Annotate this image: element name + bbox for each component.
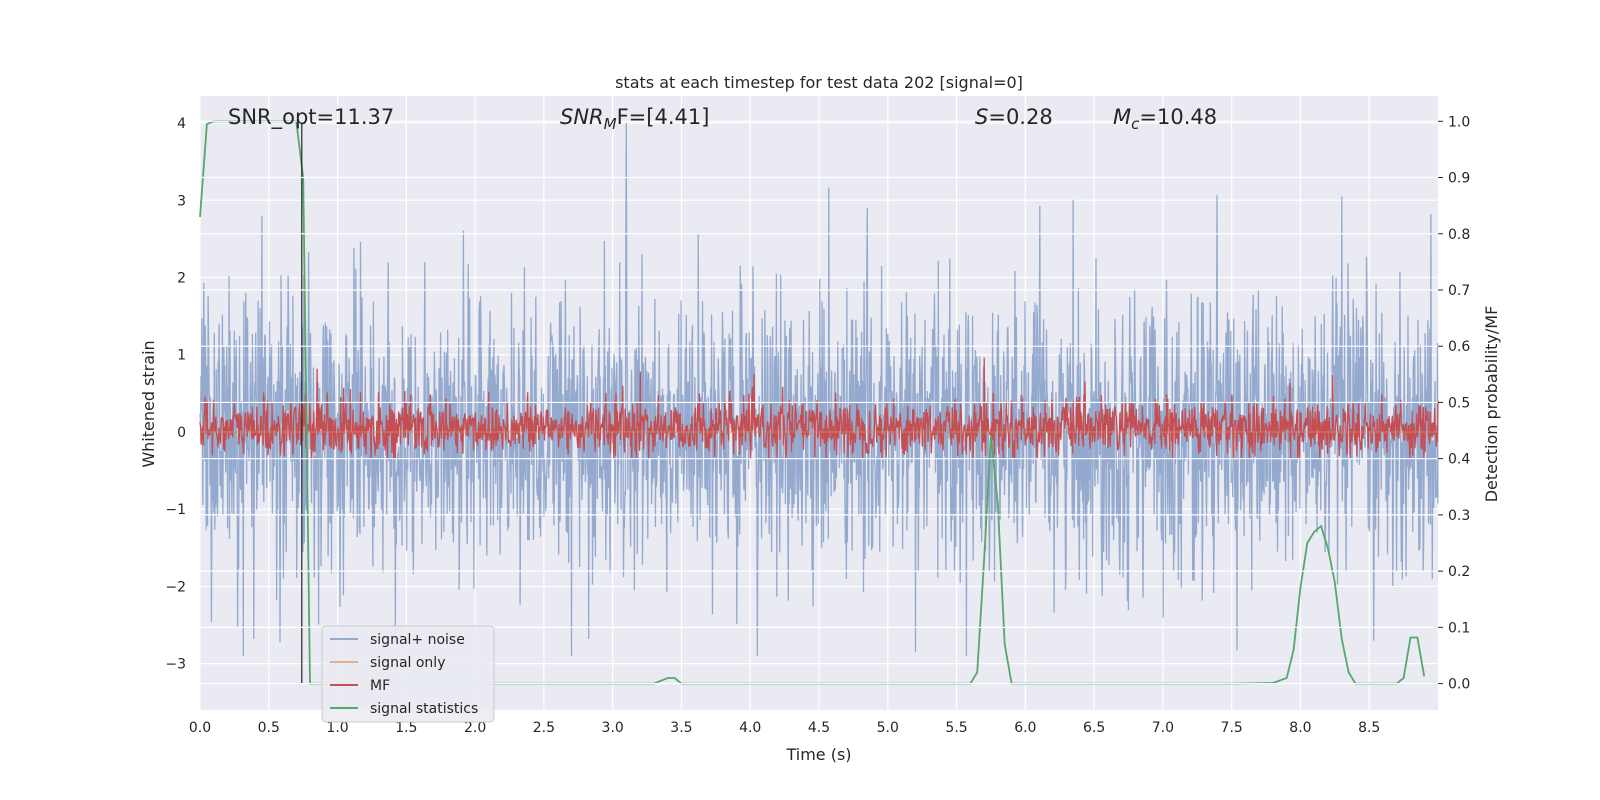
y-tick-label: 2 [177,270,186,286]
annotation-mc-symbol: M [1113,105,1131,129]
y-right-tick-label: 0.4 [1448,452,1470,468]
x-tick-labels: 0.0 0.5 1.0 1.5 2.0 2.5 3.0 3.5 4.0 4.5 5.0 5.5 6.0 6… [189,720,1380,736]
x-tick-label: 7.0 [1152,720,1174,736]
x-tick-label: 6.0 [1014,720,1036,736]
y-right-tick-label: 0.9 [1448,171,1470,187]
y-right-tick-label: 0.8 [1448,227,1470,243]
legend-label-signal-statistics: signal statistics [370,701,478,717]
y-right-tick-label: 0.2 [1448,564,1470,580]
x-tick-label: 8.0 [1289,720,1311,736]
y-tick-label: −2 [165,579,186,595]
x-tick-label: 3.5 [670,720,692,736]
annotation-s-value: =0.28 [988,105,1052,129]
y-right-tick-label: 0.3 [1448,508,1470,524]
y-tick-label: 4 [177,116,186,132]
signal-noise-line [199,122,1439,656]
x-tick-label: 8.5 [1358,720,1380,736]
annotation-s-symbol: S [975,105,988,129]
annotation-snr-mf-symbol: SNR [560,105,604,129]
legend-box [321,625,495,723]
y-tick-label: −1 [165,502,186,518]
mf-series [199,357,1439,459]
y-right-tick-label: 1.0 [1448,114,1470,130]
chart-title: stats at each timestep for test data 202… [615,73,1023,92]
legend-label-signal-noise: signal+ noise [370,632,465,648]
annotation-s: S=0.28 [975,105,1053,129]
x-tick-label: 4.5 [808,720,830,736]
legend-label-mf: MF [370,678,390,694]
annotation-snr-mf: SNRMF=[4.41] [560,105,709,133]
mf-line [199,357,1439,459]
annotation-mc-value: =10.48 [1139,105,1217,129]
x-tick-label: 7.5 [1221,720,1243,736]
annotation-snr-mf-value: F=[4.41] [617,105,710,129]
y-right-tick-label: 0.1 [1448,620,1470,636]
y-right-tick-label: 0.5 [1448,395,1470,411]
y-tick-label: 3 [177,193,186,209]
annotation-mc: Mc=10.48 [1113,105,1217,133]
x-tick-label: 0.0 [189,720,211,736]
y-axis-label: Whitened strain [139,340,158,467]
signal-noise-series [199,122,1439,656]
x-tick-label: 1.5 [395,720,417,736]
x-axis-label: Time (s) [785,745,851,764]
y-tick-labels: −3 −2 −1 0 1 2 3 4 [165,116,186,673]
y-right-axis-label: Detection probability/MF [1482,306,1501,503]
x-tick-label: 3.0 [602,720,624,736]
x-tick-label: 2.5 [533,720,555,736]
x-tick-label: 4.0 [739,720,761,736]
y-tick-label: 0 [177,425,186,441]
x-tick-label: 6.5 [1083,720,1105,736]
y-tick-label: 1 [177,348,186,364]
annotation-mc-subscript: c [1131,115,1140,133]
legend-label-signal-only: signal only [370,655,445,671]
x-tick-label: 0.5 [258,720,280,736]
y-right-tick-label: 0.7 [1448,283,1470,299]
x-tick-label: 1.0 [326,720,348,736]
y-right-tick-label: 0.6 [1448,339,1470,355]
x-tick-label: 2.0 [464,720,486,736]
y-right-tick-labels: 0.0 0.1 0.2 0.3 0.4 0.5 0.6 0.7 0.8 0.9 1.0 [1438,114,1470,693]
x-tick-label: 5.5 [945,720,967,736]
legend: signal+ noise signal only MF signal stat… [321,625,495,723]
y-right-tick-label: 0.0 [1448,677,1470,693]
y-tick-label: −3 [165,657,186,673]
x-tick-label: 5.0 [877,720,899,736]
annotation-snr-opt: SNR_opt=11.37 [228,105,394,130]
annotation-snr-mf-subscript: M [604,115,617,133]
